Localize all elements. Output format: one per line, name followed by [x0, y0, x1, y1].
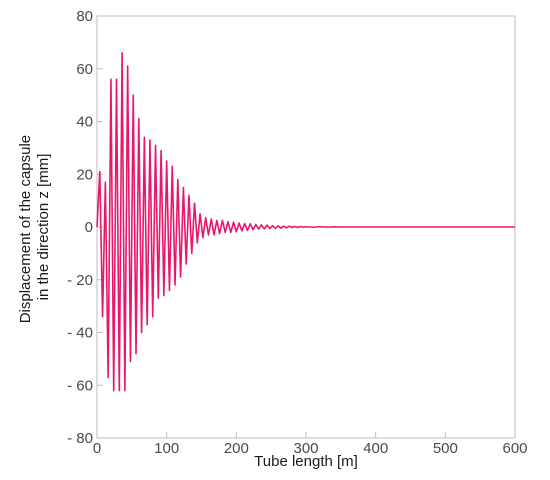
x-tick-label: 100 [154, 440, 179, 457]
y-axis: - 80 - 60 - 40 - 20 0 20 40 60 80 [67, 8, 103, 447]
y-tick-label: 20 [76, 166, 93, 183]
y-tick-label: - 40 [67, 325, 93, 342]
x-tick-label: 400 [363, 440, 388, 457]
x-tick-label: 600 [502, 440, 527, 457]
x-tick-label: 200 [224, 440, 249, 457]
x-tick-label: 500 [433, 440, 458, 457]
displacement-series-line [96, 52, 515, 392]
y-tick-label: 80 [76, 8, 93, 25]
y-axis-title-line-1: Displacement of the capsule [17, 135, 34, 323]
y-tick-label: - 60 [67, 377, 93, 394]
x-tick-label: 300 [293, 440, 318, 457]
y-tick-label: - 20 [67, 272, 93, 289]
y-tick-label: 0 [85, 219, 93, 236]
x-axis: 0 100 200 300 400 500 600 [93, 432, 528, 457]
y-axis-title: Displacement of the capsule in the direc… [17, 131, 52, 324]
y-tick-label: 60 [76, 61, 93, 78]
y-tick-label: - 80 [67, 430, 93, 447]
y-axis-title-line-2: in the direction z [mm] [35, 154, 52, 301]
x-tick-label: 0 [93, 440, 101, 457]
x-axis-title: Tube length [m] [254, 453, 358, 470]
y-tick-label: 40 [76, 114, 93, 131]
